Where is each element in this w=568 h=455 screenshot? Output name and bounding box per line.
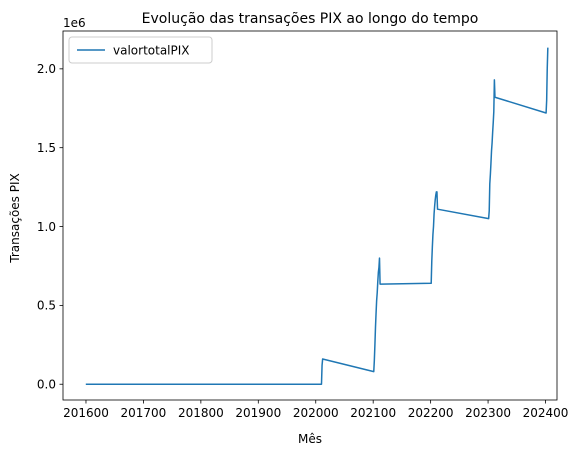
y-tick-label: 1.5	[37, 141, 56, 155]
x-tick-label: 201900	[235, 406, 281, 420]
y-tick-label: 0.5	[37, 299, 56, 313]
y-offset-text: 1e6	[63, 16, 86, 30]
y-axis-label: Transações PIX	[8, 173, 22, 263]
y-tick-label: 1.0	[37, 220, 56, 234]
series-line-0	[85, 47, 549, 385]
x-tick-label: 201600	[63, 406, 109, 420]
x-tick-label: 202000	[293, 406, 339, 420]
x-tick-label: 201800	[178, 406, 224, 420]
x-tick-label: 201700	[121, 406, 167, 420]
y-tick-label: 0.0	[37, 378, 56, 392]
x-tick-label: 202100	[350, 406, 396, 420]
y-tick-label: 2.0	[37, 62, 56, 76]
chart-title: Evolução das transações PIX ao longo do …	[142, 11, 479, 27]
x-tick-label: 202400	[523, 406, 568, 420]
legend-box	[68, 36, 213, 64]
legend-label: valortotalPIX	[113, 44, 190, 58]
plot-frame	[62, 30, 558, 401]
x-tick-label: 202300	[465, 406, 511, 420]
x-axis-label: Mês	[298, 432, 322, 446]
x-tick-label: 202200	[408, 406, 454, 420]
plot-area: 201600 201700 201800 201900 202000 202100 2022…	[37, 30, 568, 420]
